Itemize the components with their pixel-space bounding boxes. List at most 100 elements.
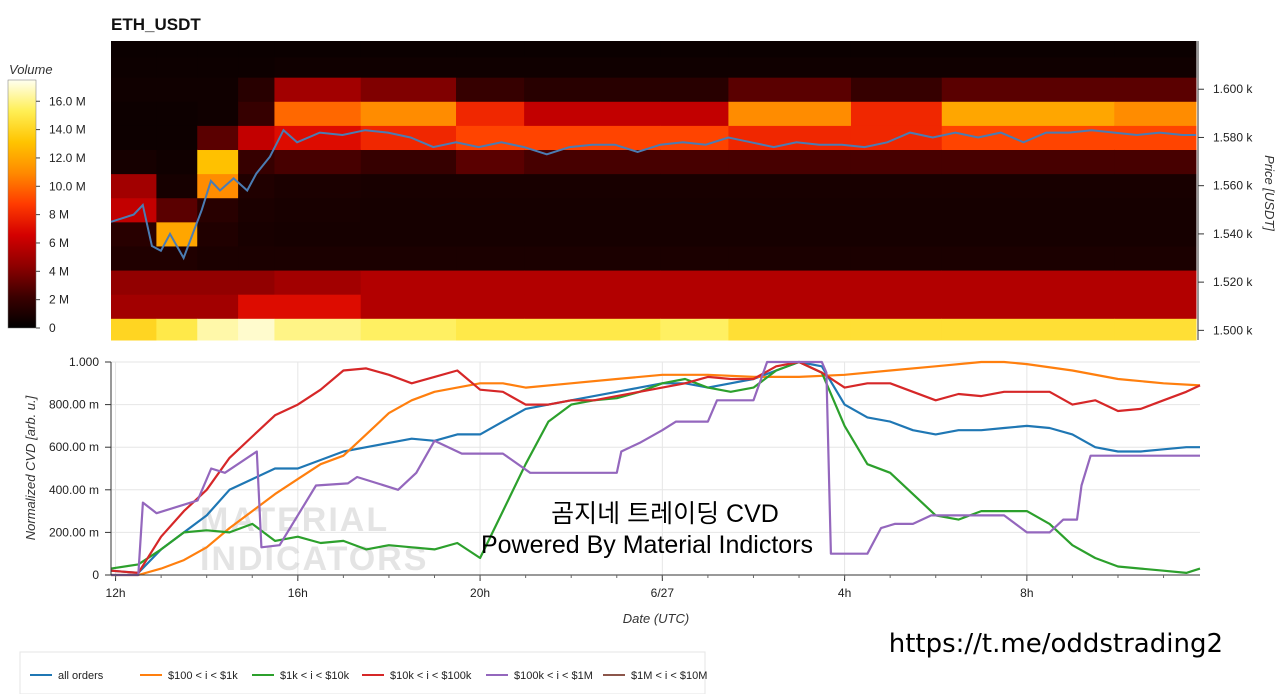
legend-label: $1k < i < $10k	[280, 670, 350, 682]
heatmap-cell	[1114, 77, 1197, 102]
cvd-y-tick-label: 600.00 m	[49, 440, 99, 454]
heatmap-cell	[850, 294, 943, 319]
heatmap-cell	[238, 41, 275, 58]
heatmap-cell	[456, 197, 525, 223]
heatmap-cell	[728, 41, 852, 58]
heatmap-cell	[238, 56, 275, 78]
heatmap-cell	[1114, 56, 1197, 78]
heatmap-cell	[156, 41, 198, 58]
heatmap-cell	[850, 221, 943, 247]
cvd-x-tick-label: 6/27	[651, 586, 675, 600]
legend-item[interactable]: $100 < i < $1k	[140, 670, 238, 682]
heatmap-cell	[456, 221, 525, 247]
heatmap-cell	[850, 56, 943, 78]
heatmap-price-axis: 1.500 k 1.520 k 1.540 k 1.560 k 1.580 k 1.600…	[1197, 41, 1253, 340]
heatmap-cell	[850, 318, 943, 341]
cvd-x-axis-label: Date (UTC)	[623, 611, 689, 626]
heatmap-cell	[360, 101, 457, 126]
heatmap-cell	[274, 245, 362, 271]
cvd-x-tick-label: 8h	[1020, 586, 1033, 600]
legend-item[interactable]: $10k < i < $100k	[362, 670, 472, 682]
heatmap-cell	[156, 245, 198, 271]
heatmap-cell	[728, 221, 852, 247]
heatmap-cell	[360, 173, 457, 199]
heatmap-cell	[728, 270, 852, 295]
heatmap-cell	[456, 101, 525, 126]
heatmap-cell	[660, 294, 729, 319]
heatmap-cell	[728, 125, 852, 151]
heatmap-cell	[941, 77, 1115, 102]
legend-item[interactable]: $100k < i < $1M	[486, 670, 593, 682]
cvd-series-line	[110, 360, 1201, 574]
cvd-x-tick-label: 12h	[106, 586, 126, 600]
heatmap-cell	[941, 197, 1115, 223]
heatmap-cell	[238, 77, 275, 102]
colorbar-tick-label: 14.0 M	[49, 123, 86, 137]
heatmap-cell	[111, 197, 157, 223]
cvd-series-line	[111, 360, 1200, 577]
heatmap-title: ETH_USDT	[111, 15, 201, 34]
heatmap-cell	[728, 245, 852, 271]
heatmap-cell	[360, 149, 457, 175]
heatmap-cell	[197, 294, 239, 319]
heatmap-cell	[660, 197, 729, 223]
heatmap-cell	[1114, 41, 1197, 58]
heatmap-cell	[941, 41, 1115, 58]
heatmap-cell	[1114, 197, 1197, 223]
heatmap-cell	[111, 101, 157, 126]
heatmap-cell	[728, 149, 852, 175]
heatmap-cell	[111, 56, 157, 78]
heatmap-cell	[456, 173, 525, 199]
colorbar-tick-label: 0	[49, 321, 56, 335]
heatmap-cell	[360, 318, 457, 341]
heatmap-cell	[111, 294, 157, 319]
heatmap-cell	[156, 221, 198, 247]
heatmap-cell	[941, 294, 1115, 319]
heatmap-cell	[238, 149, 275, 175]
colorbar-tick-label: 10.0 M	[49, 179, 86, 193]
heatmap-cell	[197, 318, 239, 341]
heatmap-cell	[156, 197, 198, 223]
heatmap-cell	[850, 149, 943, 175]
cvd-y-axis: 0 200.00 m 400.00 m 600.00 m 800.00 m 1.000	[49, 355, 112, 582]
heatmap-cell	[456, 125, 525, 151]
heatmap-cell	[1114, 294, 1197, 319]
heatmap-cell	[274, 173, 362, 199]
cvd-lines	[110, 360, 1201, 577]
heatmap-cell	[728, 77, 852, 102]
heatmap-cell	[524, 77, 661, 102]
heatmap-cell	[360, 197, 457, 223]
heatmap-cell	[524, 270, 661, 295]
heatmap-cell	[274, 294, 362, 319]
heatmap-cell	[660, 173, 729, 199]
cvd-y-tick-label: 400.00 m	[49, 483, 99, 497]
heatmap-cell	[524, 41, 661, 58]
cvd-y-tick-label: 1.000	[69, 355, 99, 369]
heatmap-cell	[660, 149, 729, 175]
heatmap-cell	[850, 173, 943, 199]
legend-item[interactable]: all orders	[30, 670, 104, 682]
price-tick-label: 1.500 k	[1213, 323, 1253, 337]
heatmap-cell	[850, 77, 943, 102]
heatmap-cell	[456, 77, 525, 102]
legend-item[interactable]: $1k < i < $10k	[252, 670, 350, 682]
price-tick-label: 1.520 k	[1213, 275, 1253, 289]
heatmap-cell	[524, 101, 661, 126]
heatmap-cell	[238, 197, 275, 223]
heatmap-cell	[111, 245, 157, 271]
heatmap-cell	[274, 270, 362, 295]
heatmap-cell	[197, 56, 239, 78]
heatmap-cell	[360, 294, 457, 319]
heatmap-cell	[941, 318, 1115, 341]
footer-url[interactable]: https://t.me/oddstrading2	[889, 629, 1223, 659]
heatmap-cell	[660, 77, 729, 102]
heatmap-cell	[274, 41, 362, 58]
heatmap-plot: 1.500 k 1.520 k 1.540 k 1.560 k 1.580 k 1.600…	[110, 41, 1277, 341]
legend-items: all orders $100 < i < $1k $1k < i < $10k $1…	[30, 670, 707, 682]
heatmap-cell	[941, 173, 1115, 199]
heatmap-cell	[1114, 221, 1197, 247]
heatmap-cells	[111, 41, 1197, 341]
legend-item[interactable]: $1M < i < $10M	[603, 670, 707, 682]
heatmap-cell	[728, 294, 852, 319]
